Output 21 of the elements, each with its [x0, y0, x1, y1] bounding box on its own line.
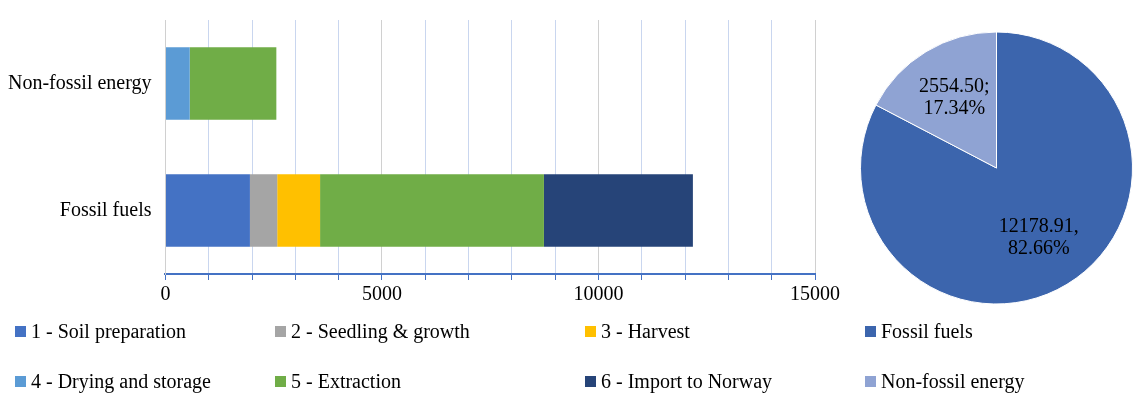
x-tick-label: 0 — [160, 282, 171, 305]
legend-label: 3 - Harvest — [601, 320, 690, 343]
data-label: 12178.91, 82.66% — [998, 214, 1079, 259]
bar — [249, 174, 278, 247]
bar — [543, 174, 693, 247]
bar — [166, 174, 250, 247]
legend-label: Non-fossil energy — [881, 370, 1025, 393]
legend-label: 1 - Soil preparation — [31, 320, 186, 343]
x-tick-label: 15000 — [790, 282, 840, 305]
legend-label: 4 - Drying and storage — [31, 370, 211, 393]
bar — [189, 47, 277, 120]
bar — [277, 174, 321, 247]
bar — [166, 47, 190, 120]
legend-label: 2 - Seedling & growth — [291, 320, 470, 343]
legend-label: Fossil fuels — [881, 320, 973, 343]
legend-label: 6 - Import to Norway — [601, 370, 773, 393]
x-tick-label: 5000 — [362, 282, 402, 305]
legend-label: 5 - Extraction — [291, 370, 401, 393]
bar — [320, 174, 544, 247]
data-label: 2554.50; 17.34% — [918, 74, 990, 119]
x-tick-label: 10000 — [573, 282, 624, 305]
